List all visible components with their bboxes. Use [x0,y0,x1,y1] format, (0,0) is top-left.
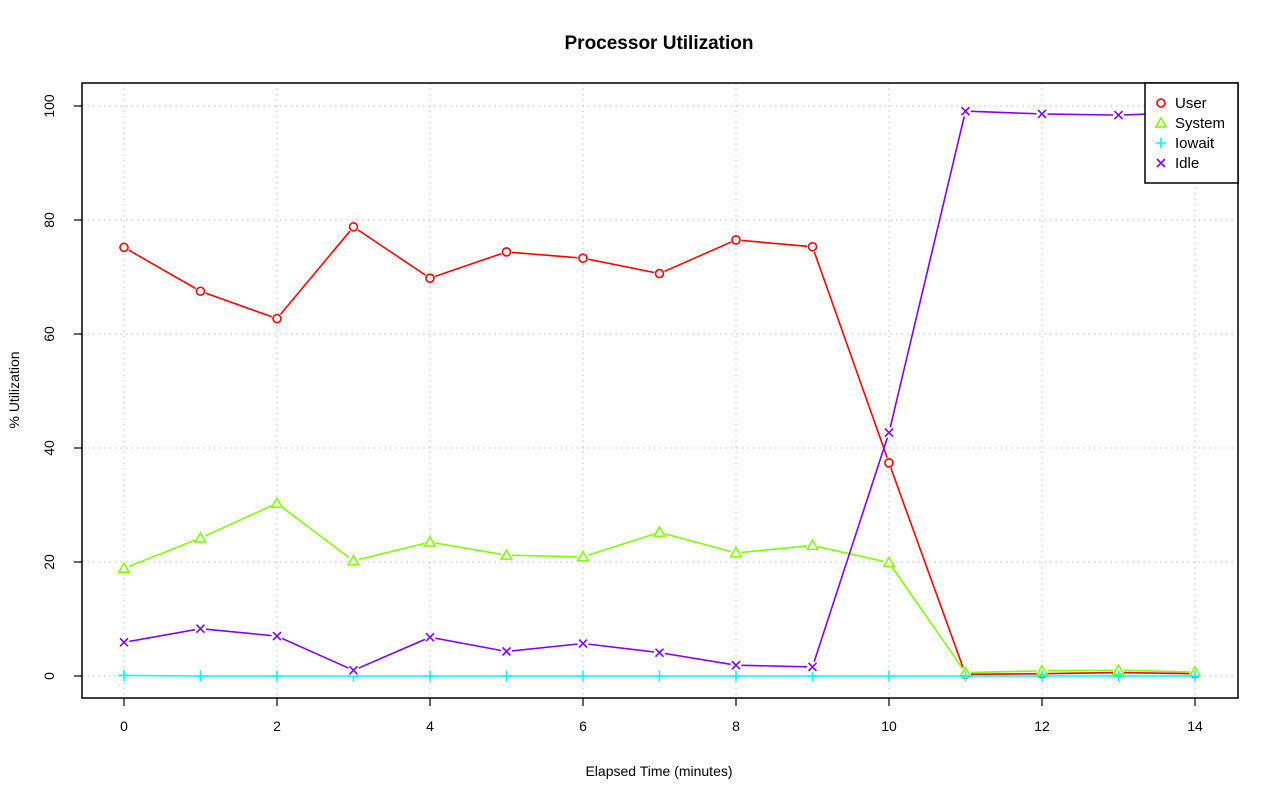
data-point-system [117,561,131,573]
y-tick-label: 100 [41,94,57,118]
x-tick-label: 12 [1034,718,1050,734]
data-point-iowait [1113,670,1124,682]
data-point-system [729,546,743,558]
x-tick-label: 0 [120,718,128,734]
data-point-user [195,286,206,297]
marker-gap [730,547,742,559]
x-tick-label: 10 [881,718,897,734]
data-point-idle [501,646,512,657]
data-point-user [348,222,359,232]
plot-frame [81,82,1239,699]
data-point-user [884,458,894,468]
data-point-iowait [730,670,742,682]
legend-label-system: System [1175,115,1225,132]
marker-gap [883,557,895,569]
data-point-iowait [577,670,589,682]
data-point-iowait [654,670,665,682]
data-point-user [272,313,282,324]
data-point-user [578,253,588,263]
x-tick-label: 8 [732,718,740,734]
data-point-idle [1113,110,1124,120]
data-point-user [731,235,741,245]
data-point-idle [654,648,665,658]
legend-marker-iowait [1155,137,1167,149]
y-axis: 0 20 40 60 80 100 [41,94,82,680]
data-point-system [652,525,667,538]
grid-lines [82,83,1238,698]
data-point-system [576,550,590,562]
series-iowait [118,669,1201,682]
data-point-idle [348,665,359,675]
data-point-iowait [424,670,436,682]
series-idle [118,105,1201,676]
data-point-idle [195,624,206,634]
series-layer [117,105,1202,682]
series-line-user [123,225,1196,676]
x-tick-label: 6 [579,718,587,734]
marker-gap [195,532,206,544]
data-point-idle [884,428,894,438]
data-point-system [193,531,208,543]
data-point-iowait [1036,670,1048,682]
data-point-iowait [195,670,206,682]
data-point-idle [807,662,818,672]
data-point-system [423,535,437,547]
legend-marker-user [1156,98,1166,108]
marker-gap [424,536,436,548]
marker-gap [501,549,512,561]
data-point-system [882,555,896,568]
data-point-idle [272,631,282,641]
legend-marker-system [1154,116,1168,128]
data-point-system [346,554,361,566]
x-tick-label: 2 [273,718,281,734]
chart-title: Processor Utilization [565,33,754,54]
legend-label-user: User [1175,95,1207,112]
data-point-iowait [501,670,512,682]
legend: User System Iowait Idle [1144,82,1239,184]
x-tick-label: 14 [1187,718,1203,734]
series-line-idle [123,110,1196,672]
y-tick-label: 0 [41,672,57,680]
legend-label-iowait: Iowait [1175,135,1215,152]
data-point-user [119,242,129,253]
series-user [118,221,1201,680]
marker-gap [577,551,589,563]
y-tick-label: 80 [41,212,57,228]
data-point-iowait [271,670,283,682]
data-point-user [807,241,818,252]
data-point-system [270,496,284,508]
data-point-system [499,548,514,560]
marker-gap [271,497,283,509]
y-tick-label: 20 [41,554,57,570]
x-axis: 0 2 4 6 8 10 12 14 [120,698,1203,734]
data-point-user [654,268,665,279]
y-tick-label: 60 [41,326,57,342]
data-point-idle [731,660,741,670]
y-axis-label: % Utilization [6,351,22,428]
data-point-idle [425,632,435,642]
marker-gap [348,555,359,567]
data-point-system [805,538,820,551]
x-axis-label: Elapsed Time (minutes) [585,763,732,779]
data-point-idle [1037,109,1047,119]
data-point-user [501,247,512,257]
legend-marker-idle [1156,158,1166,168]
marker-gap [118,562,130,574]
data-point-iowait [118,669,130,681]
data-point-user [425,273,435,283]
data-point-idle [960,106,971,116]
data-point-idle [119,637,129,647]
marker-gap [1113,664,1124,676]
y-tick-label: 40 [41,440,57,456]
x-tick-label: 4 [426,718,434,734]
marker-gap [807,539,818,551]
data-point-iowait [883,670,895,682]
data-point-iowait [960,670,971,682]
marker-gap [654,526,665,538]
data-point-iowait [1189,670,1201,682]
data-point-idle [578,638,588,649]
legend-label-idle: Idle [1175,155,1199,172]
